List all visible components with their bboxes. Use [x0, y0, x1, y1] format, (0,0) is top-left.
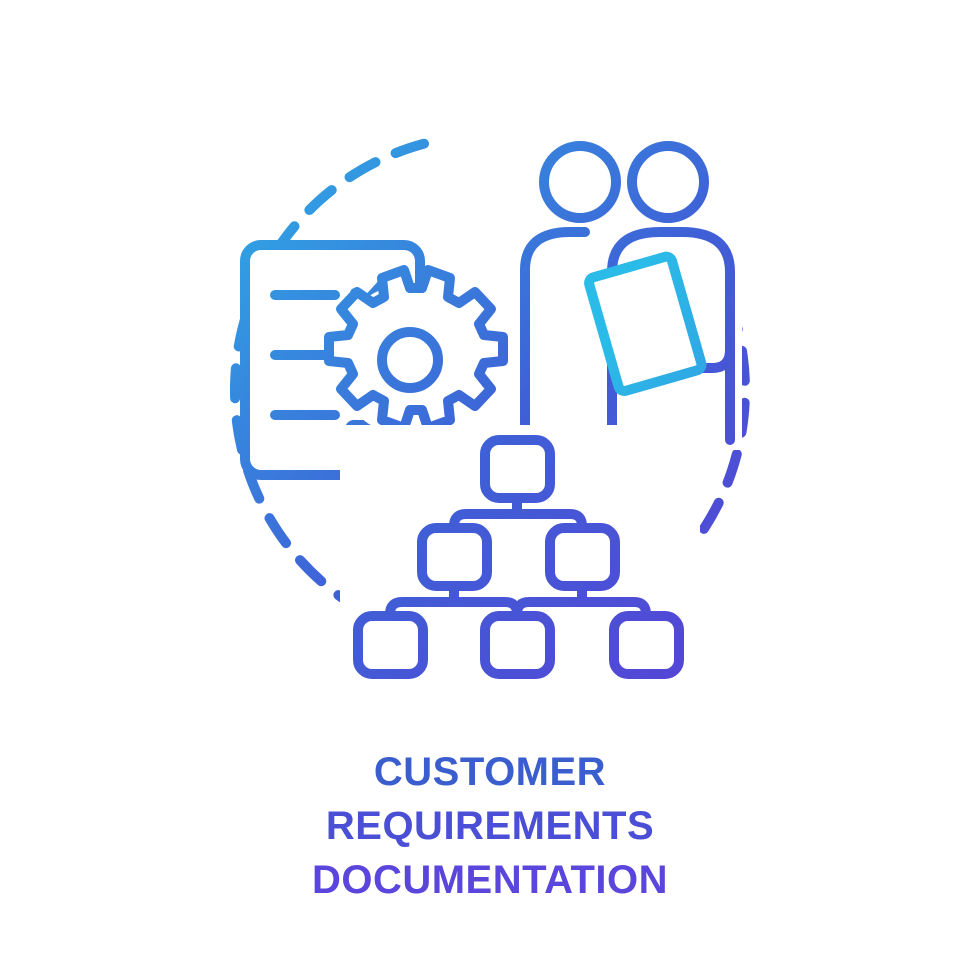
concept-illustration: [190, 90, 790, 690]
people-icon: [512, 140, 742, 450]
caption: CUSTOMER REQUIREMENTS DOCUMENTATION: [312, 745, 668, 907]
infographic-container: CUSTOMER REQUIREMENTS DOCUMENTATION: [0, 0, 980, 980]
caption-line-1: CUSTOMER: [312, 745, 668, 799]
caption-line-3: DOCUMENTATION: [312, 853, 668, 907]
caption-line-2: REQUIREMENTS: [312, 799, 668, 853]
hierarchy-tree-icon: [340, 425, 700, 690]
gear-icon: [329, 270, 503, 436]
concept-svg: [190, 90, 790, 690]
